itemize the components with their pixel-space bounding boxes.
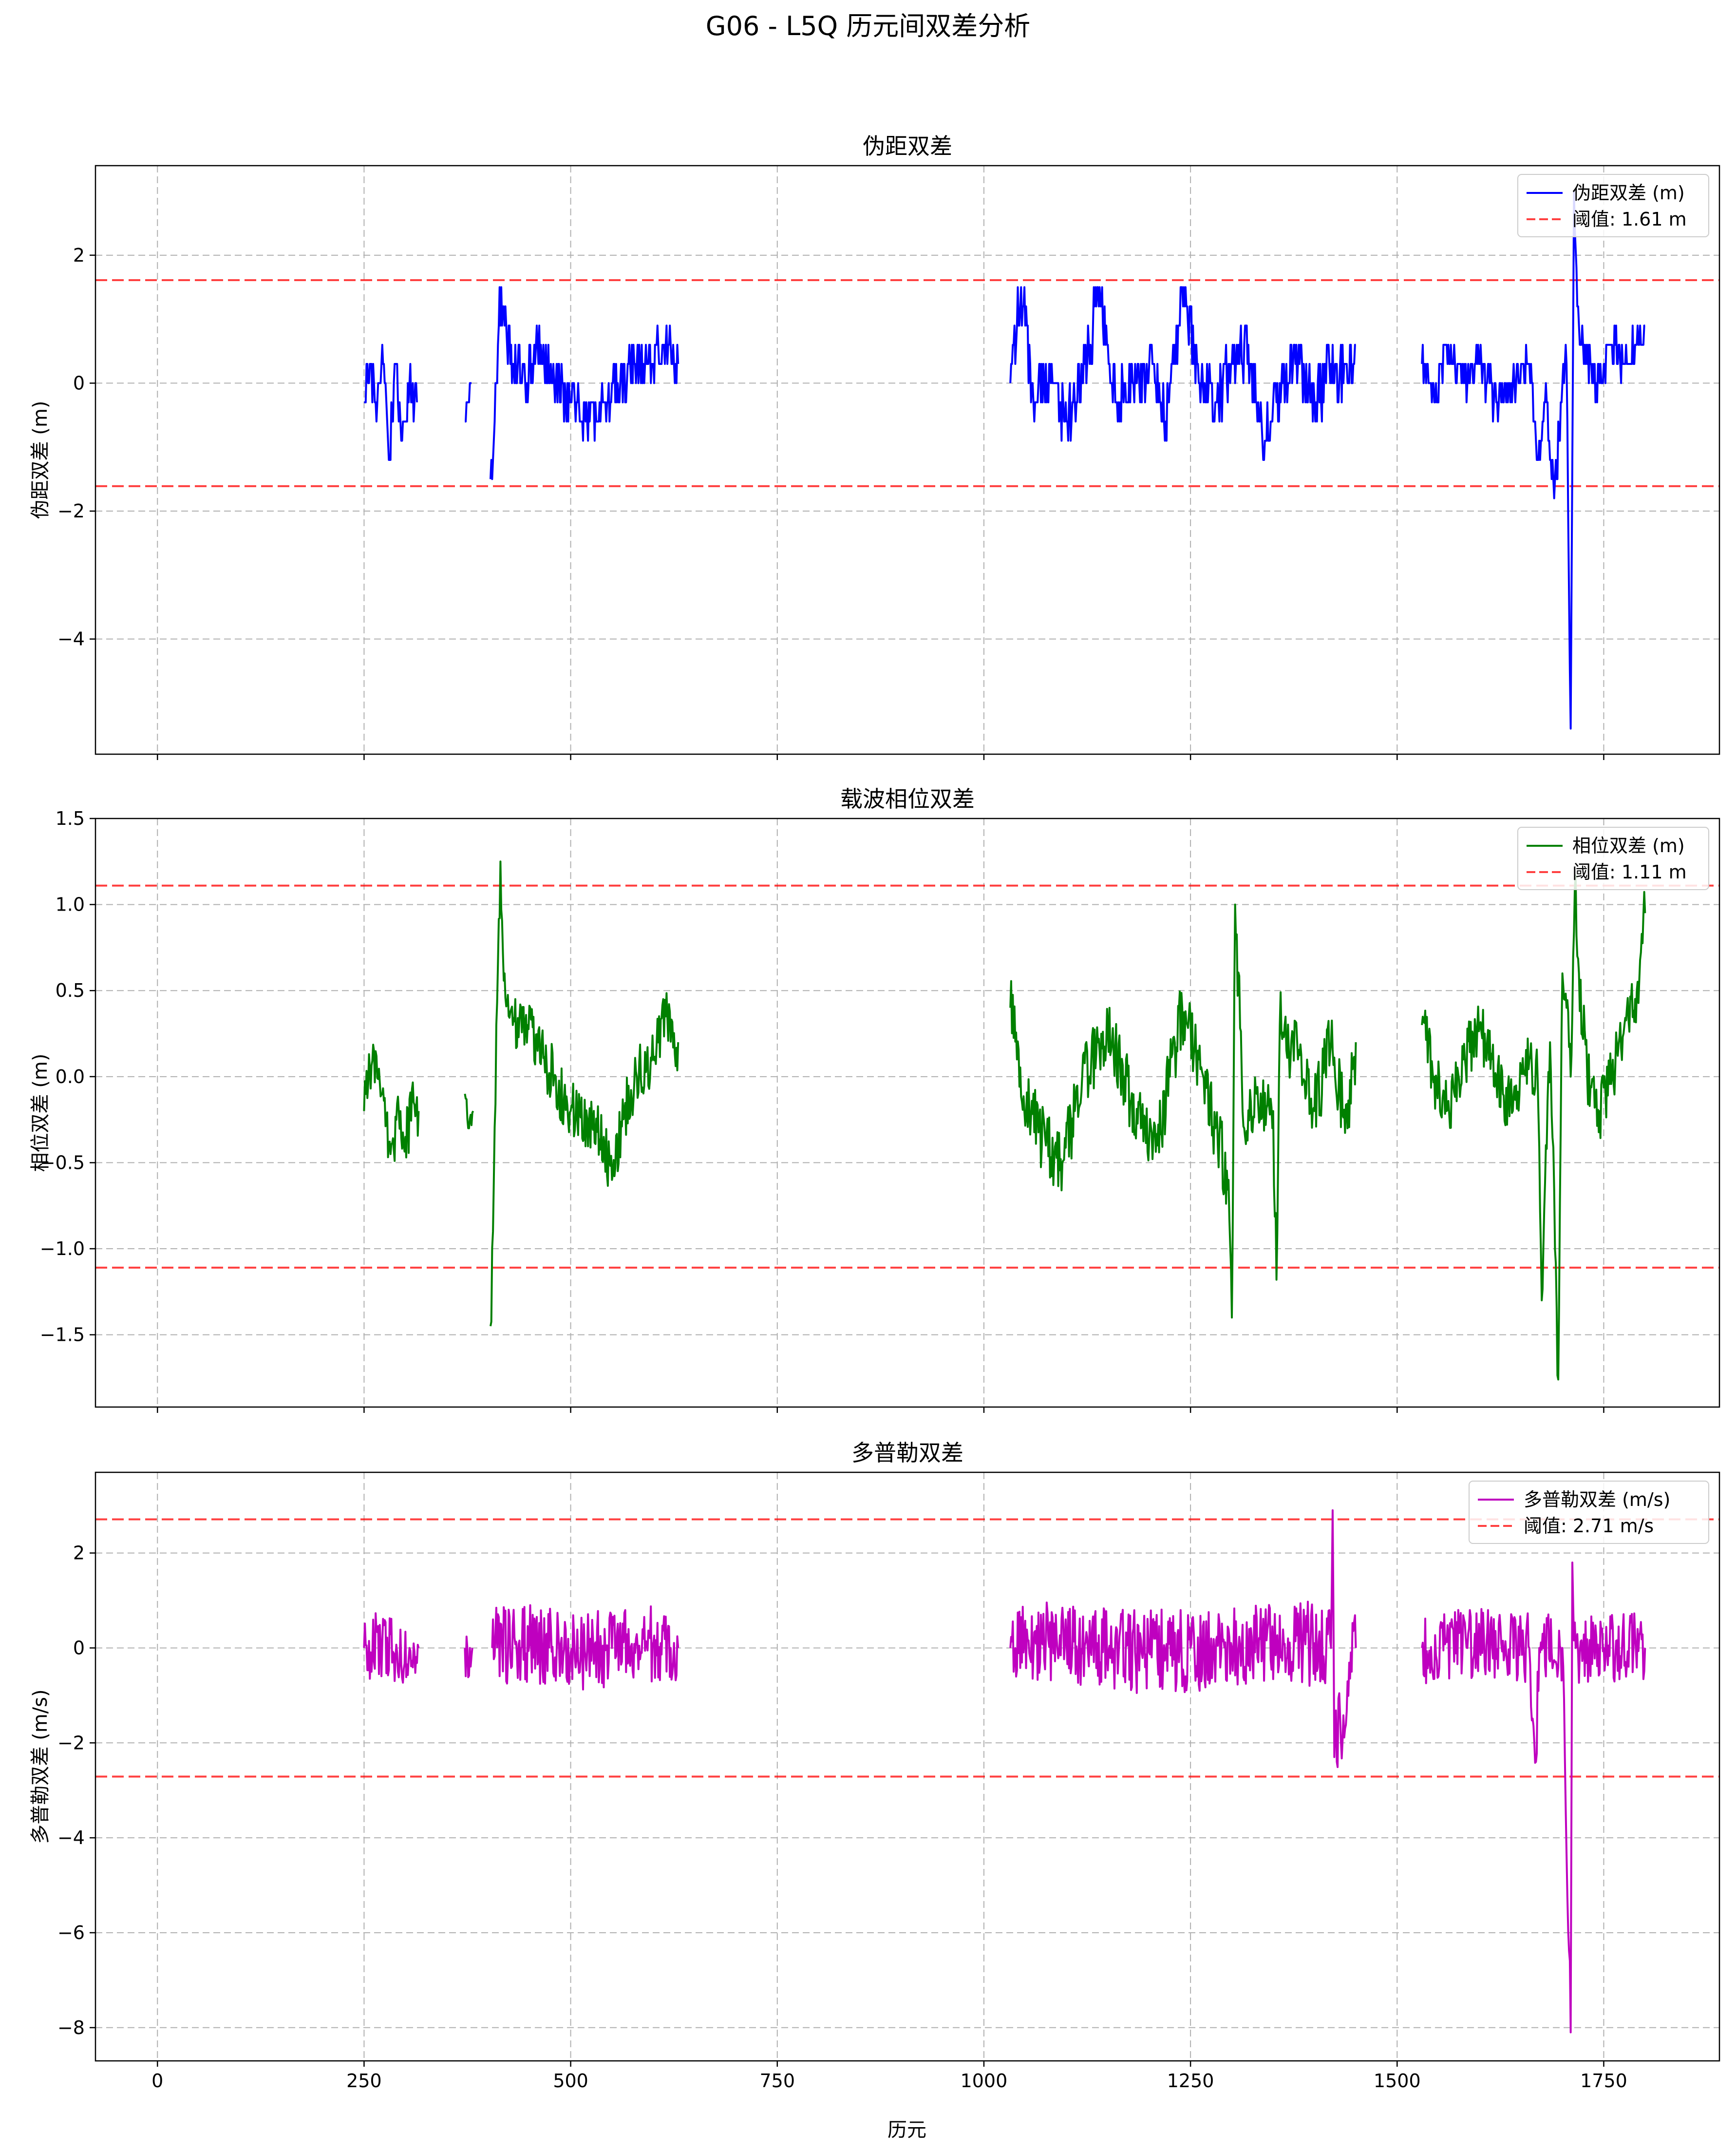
y-tick-label: −6 [57, 1922, 85, 1943]
series-line-segment [364, 343, 418, 461]
axes-frame [94, 165, 1720, 755]
legend: 伪距双差 (m) 阈值: 1.61 m [1517, 174, 1709, 237]
y-axis-label: 伪距双差 (m) [29, 401, 52, 519]
y-tick-label: 0 [73, 1637, 85, 1658]
series-line-segment [464, 1636, 473, 1678]
y-tick-label: 0 [73, 372, 85, 394]
y-tick-label: −4 [57, 628, 85, 650]
legend: 多普勒双差 (m/s) 阈值: 2.71 m/s [1469, 1481, 1709, 1544]
series-line-segment [1421, 1561, 1646, 2034]
y-tick-label: 0.5 [56, 980, 85, 1001]
axes-frame [94, 1471, 1720, 2062]
series-line-segment [363, 1044, 420, 1162]
legend-series-label: 伪距双差 (m) [1572, 182, 1685, 204]
y-tick-label: −2 [57, 500, 85, 522]
x-tick-label: 1000 [961, 2070, 1008, 2092]
y-tick-label: −1.5 [40, 1324, 85, 1346]
y-axis-label: 相位双差 (m) [29, 1054, 52, 1172]
series-line-segment [1421, 190, 1645, 730]
y-tick-label: 2 [73, 245, 85, 266]
series-line-segment [464, 1093, 474, 1129]
series-line-segment [490, 286, 679, 480]
series-line-segment [1009, 286, 1356, 461]
x-tick-label: 0 [151, 2070, 163, 2092]
y-axis-label: 多普勒双差 (m/s) [29, 1689, 52, 1844]
y-tick-label: −1.0 [40, 1238, 85, 1259]
y-tick-label: −4 [57, 1827, 85, 1848]
series-line-segment [363, 1612, 420, 1684]
series-line-segment [490, 860, 679, 1327]
x-axis-label: 历元 [887, 2119, 926, 2141]
legend: 相位双差 (m) 阈值: 1.11 m [1517, 827, 1709, 890]
x-tick-label: 1750 [1580, 2070, 1627, 2092]
x-tick-label: 250 [346, 2070, 382, 2092]
figure-suptitle: G06 - L5Q 历元间双差分析 [706, 11, 1030, 41]
legend-threshold-label: 阈值: 1.11 m [1572, 861, 1687, 883]
series-line-segment [465, 382, 472, 423]
y-tick-label: −0.5 [40, 1152, 85, 1173]
y-tick-label: 0.0 [56, 1066, 85, 1087]
legend-box [1517, 174, 1709, 237]
series-line-segment [491, 1604, 679, 1691]
y-tick-label: −2 [57, 1732, 85, 1753]
x-tick-label: 500 [553, 2070, 588, 2092]
subplot-title: 多普勒双差 [851, 1440, 963, 1466]
subplot-3: 0 250 500 750 1000 1250 1500 1750 −8 −6 −4 −2 0 2 多普勒双… [29, 1440, 1720, 2092]
y-tick-label: −8 [57, 2017, 85, 2038]
y-tick-label: 1.0 [56, 894, 85, 915]
series-line-segment [1009, 903, 1357, 1319]
legend-box [1469, 1481, 1709, 1544]
axes-frame [94, 818, 1720, 1408]
legend-threshold-label: 阈值: 1.61 m [1572, 209, 1687, 230]
series-line-segment [1009, 1509, 1357, 1768]
legend-box [1517, 827, 1709, 890]
x-tick-label: 1250 [1167, 2070, 1214, 2092]
subplot-title: 载波相位双差 [840, 786, 975, 812]
y-tick-label: 2 [73, 1542, 85, 1564]
x-tick-label: 1500 [1374, 2070, 1421, 2092]
legend-threshold-label: 阈值: 2.71 m/s [1524, 1515, 1654, 1537]
legend-series-label: 多普勒双差 (m/s) [1524, 1489, 1670, 1510]
y-tick-label: 1.5 [56, 808, 85, 829]
subplot-title: 伪距双差 [863, 133, 952, 159]
series-line-segment [1421, 874, 1646, 1381]
legend-series-label: 相位双差 (m) [1572, 835, 1685, 857]
x-tick-label: 750 [760, 2070, 795, 2092]
